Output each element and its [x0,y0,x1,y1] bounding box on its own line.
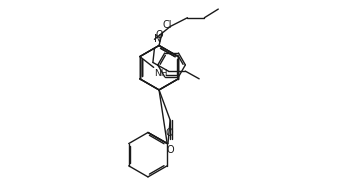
Text: O: O [155,30,163,40]
Text: N: N [154,34,162,44]
Text: O: O [166,128,173,138]
Text: O: O [166,145,174,155]
Text: Cl: Cl [163,20,172,30]
Text: NH: NH [154,69,168,78]
